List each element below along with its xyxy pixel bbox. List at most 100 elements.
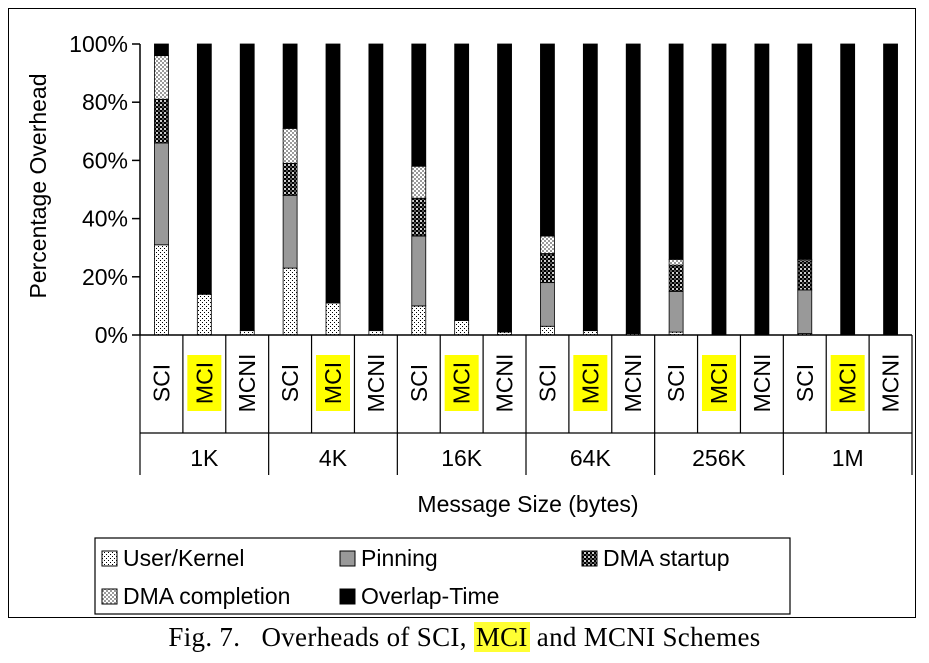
bar-segment [411, 165, 427, 199]
x-axis: SCI MCI MCNI 1K SCI MCI MCNI 4K SCI MCI MCNI 16K SCI… [139, 334, 913, 475]
bar-segment [711, 43, 727, 336]
bar-segment [797, 43, 813, 260]
bar-segment [582, 43, 598, 332]
scheme-label: MCI [191, 362, 217, 404]
legend-swatch [339, 550, 356, 567]
scheme-label: MCI [706, 362, 732, 404]
bar-segment [668, 264, 684, 292]
bar-segment [282, 162, 298, 196]
group-label: 1M [832, 445, 864, 471]
stacked-bar-chart: Percentage Overhead Message Size (bytes)… [25, 31, 913, 615]
caption-text-after: and MCNI Schemes [536, 622, 761, 652]
scheme-label: SCI [277, 364, 303, 402]
y-tick-label: 80% [82, 89, 128, 115]
highlight-mark [316, 355, 350, 411]
bar-segment [282, 194, 298, 269]
caption-highlight: MCI [473, 622, 530, 652]
bar-segment [668, 258, 684, 266]
bar-segment [196, 43, 212, 295]
bar-segment [154, 142, 169, 246]
highlight-mark [444, 355, 479, 411]
scheme-label: MCI [449, 362, 475, 404]
bar-segment [797, 289, 813, 334]
legend-label: User/Kernel [123, 545, 244, 571]
bar-segment [540, 43, 555, 237]
scheme-label: SCI [148, 364, 174, 402]
legend-swatch [101, 550, 118, 567]
scheme-label: MCI [577, 362, 603, 404]
bar-segment [411, 235, 427, 307]
legend-swatch [581, 550, 598, 567]
legend-label: DMA startup [603, 545, 730, 571]
legend-box [94, 537, 791, 615]
bar-segment [325, 302, 341, 336]
y-tick-label: 0% [95, 322, 128, 348]
bars-layer [154, 43, 898, 336]
legend-swatch [101, 588, 118, 605]
figure-caption: Fig. 7. Overheads of SCI, MCI and MCNI S… [0, 622, 929, 653]
bar-segment [239, 43, 255, 332]
y-tick-label: 100% [69, 31, 128, 57]
bar-segment [754, 43, 770, 336]
bar-segment [540, 282, 555, 327]
group-label: 16K [441, 445, 483, 471]
scheme-label: MCNI [620, 354, 646, 413]
highlight-mark [830, 355, 865, 411]
bar-segment [625, 43, 641, 334]
caption-prefix: Fig. 7. [168, 622, 241, 652]
bar-segment [196, 293, 212, 336]
bar-segment [282, 127, 298, 164]
legend-swatch [339, 588, 356, 605]
x-axis-label: Message Size (bytes) [417, 491, 638, 517]
scheme-label: MCNI [363, 354, 389, 413]
bar-segment [497, 43, 512, 333]
bar-segment [540, 325, 555, 336]
y-axis: 0% 20% 40% 60% 80% 100% [69, 31, 141, 348]
bar-segment [325, 43, 341, 304]
group-label: 256K [692, 445, 746, 471]
y-tick-label: 60% [82, 147, 128, 173]
highlight-mark [702, 355, 736, 411]
bar-segment [282, 267, 298, 336]
bar-segment [411, 305, 427, 336]
bar-segment [411, 43, 427, 167]
scheme-label: MCNI [878, 354, 904, 413]
y-tick-label: 20% [82, 264, 128, 290]
bar-segment [454, 320, 470, 336]
bar-segment [154, 55, 169, 100]
bar-segment [840, 43, 856, 336]
bar-segment [797, 260, 813, 291]
y-tick-label: 40% [82, 206, 128, 232]
highlight-mark [187, 355, 222, 411]
scheme-label: SCI [792, 364, 818, 402]
bar-segment [154, 98, 169, 144]
scheme-label: MCNI [492, 354, 518, 413]
group-label: 64K [570, 445, 612, 471]
bar-segment [540, 235, 555, 254]
bar-segment [154, 43, 169, 57]
scheme-label: MCI [835, 362, 861, 404]
legend: User/Kernel Pinning DMA startup DMA complet… [94, 537, 791, 615]
legend-label: Overlap-Time [361, 583, 499, 609]
bar-segment [668, 43, 684, 260]
scheme-label: SCI [663, 364, 689, 402]
y-axis-label: Percentage Overhead [25, 73, 51, 298]
legend-label: DMA completion [123, 583, 290, 609]
scheme-label: SCI [406, 364, 432, 402]
bar-segment [883, 43, 898, 336]
scheme-label: MCNI [234, 354, 260, 413]
scheme-label: MCNI [749, 354, 775, 413]
bar-segment [411, 197, 427, 237]
group-label: 4K [319, 445, 348, 471]
bar-segment [668, 290, 684, 333]
scheme-label: SCI [534, 364, 560, 402]
bar-segment [368, 43, 384, 332]
bar-segment [540, 253, 555, 284]
group-label: 1K [190, 445, 219, 471]
bar-segment [454, 43, 470, 321]
legend-label: Pinning [361, 545, 438, 571]
figure-frame [8, 8, 916, 618]
bar-segment [154, 244, 169, 336]
bar-segment [282, 43, 298, 129]
caption-text-before: Overheads of SCI, [261, 622, 467, 652]
